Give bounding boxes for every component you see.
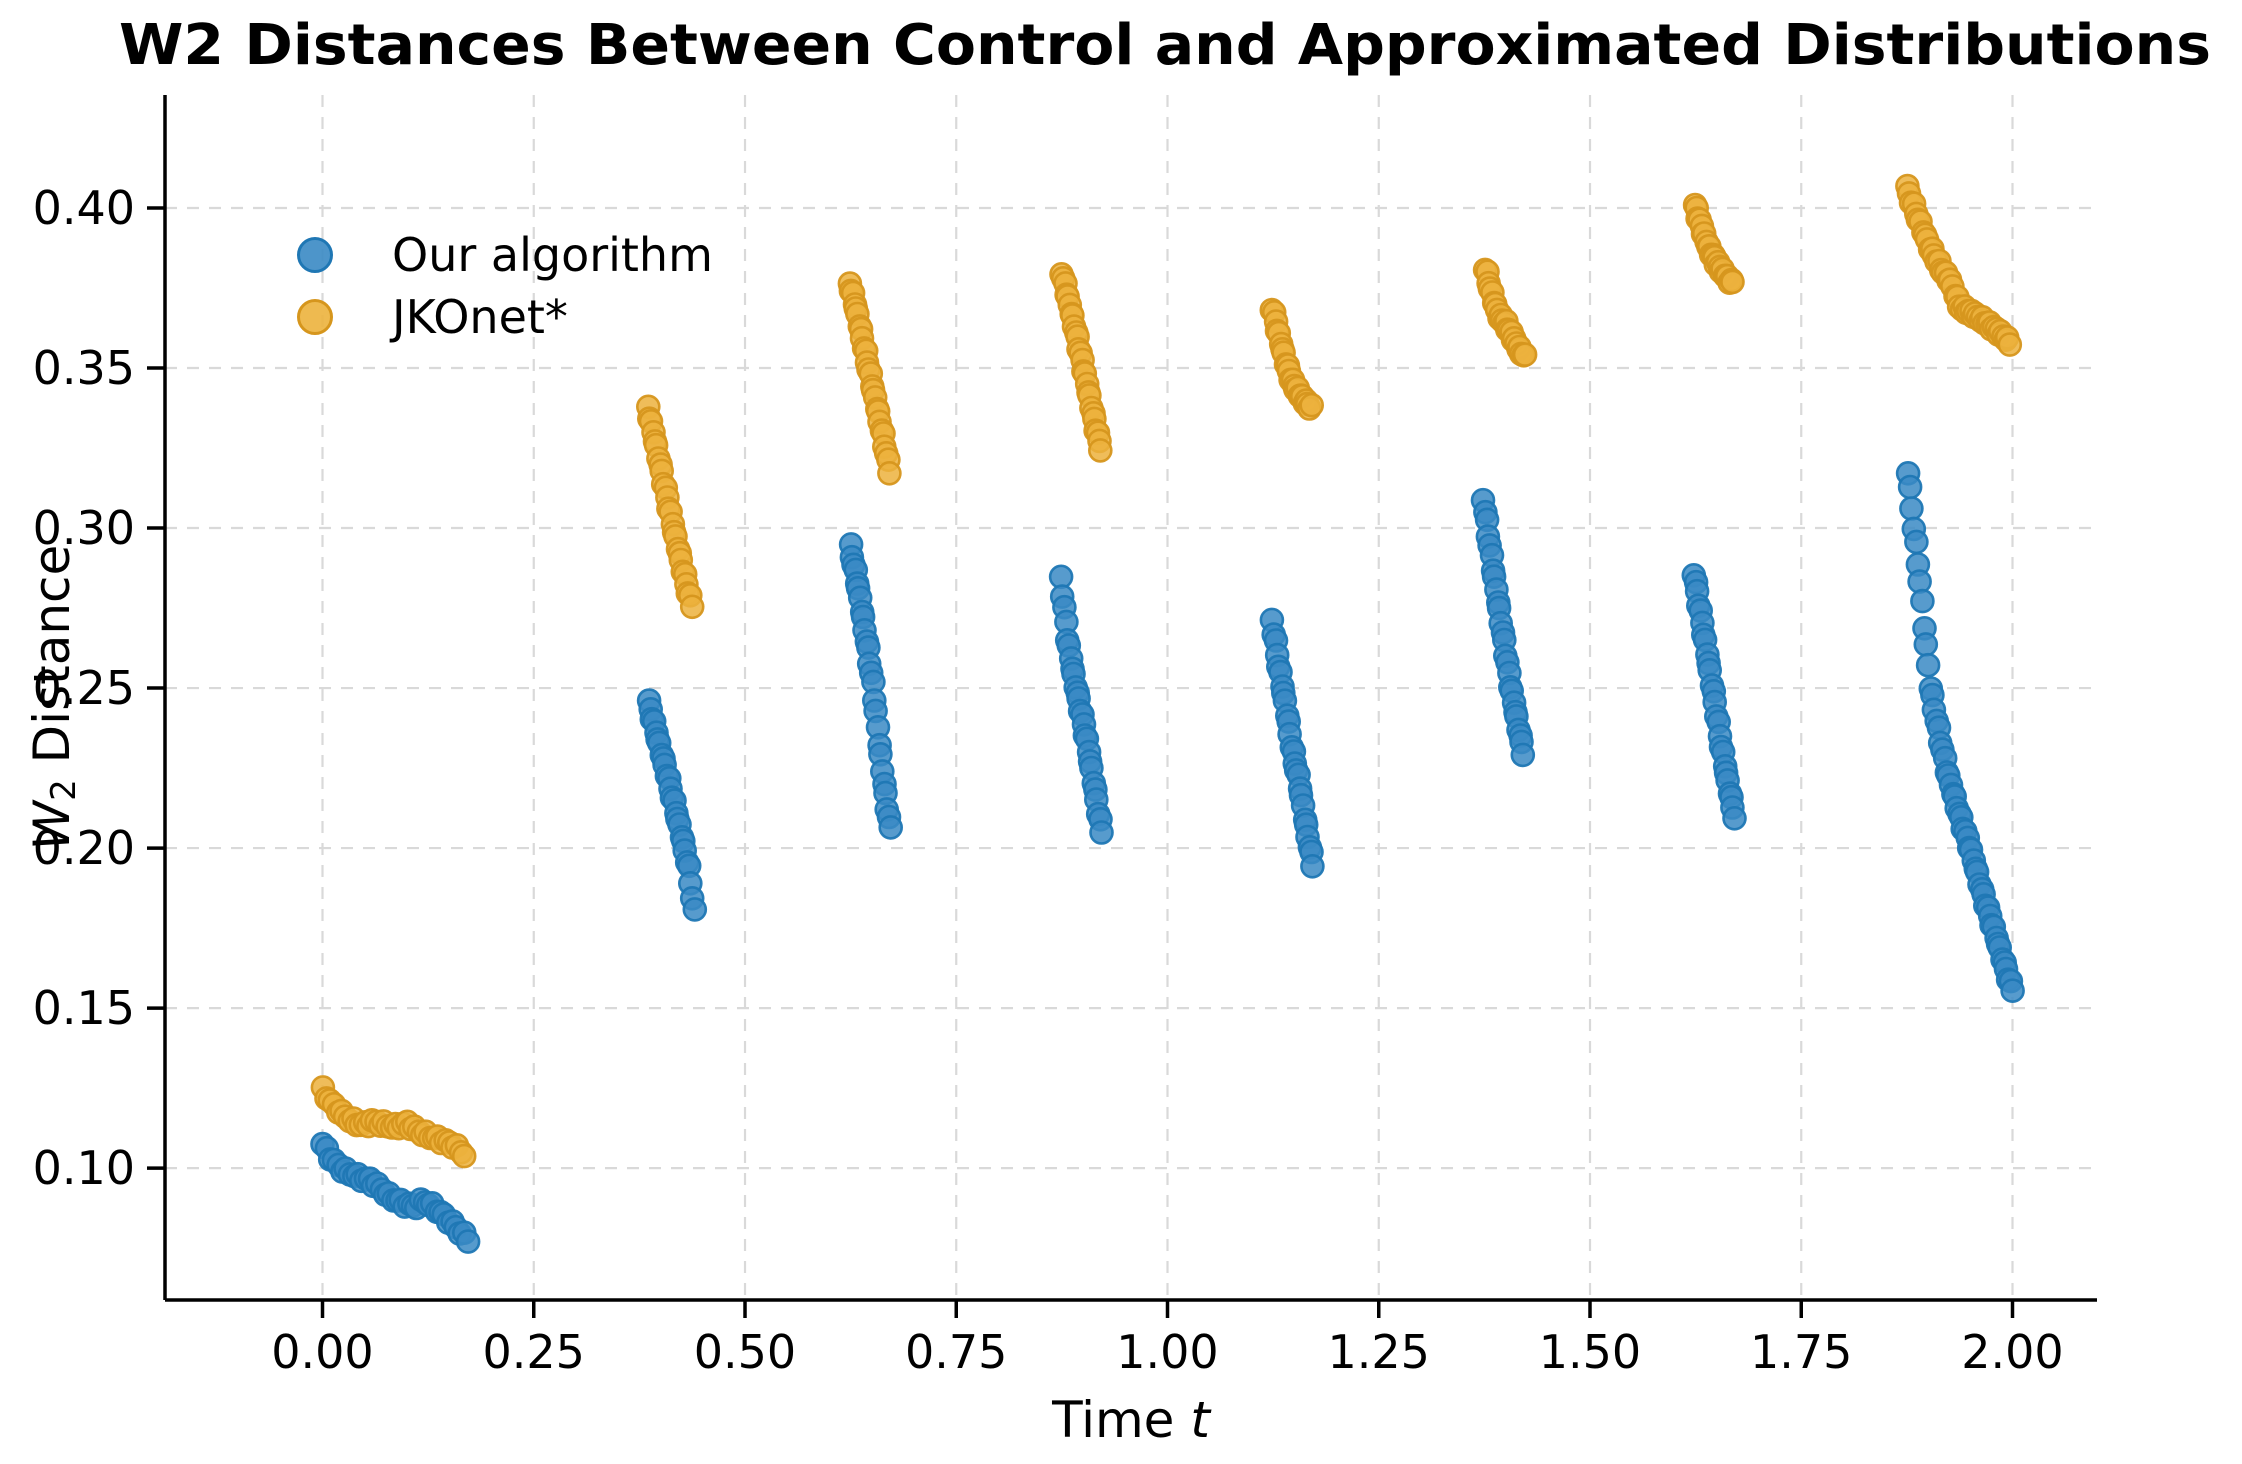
legend-label: JKOnet* [389, 290, 568, 344]
data-series [310, 173, 2025, 1254]
data-point [1299, 392, 1324, 418]
data-point [1997, 332, 2023, 357]
data-point [1512, 342, 1538, 367]
data-point [455, 1229, 481, 1254]
data-point [1300, 853, 1325, 879]
x-axis-label-text: Time t [1051, 1391, 1212, 1449]
x-tick-label: 0.00 [271, 1325, 373, 1379]
data-point [1722, 805, 1747, 831]
data-point [2000, 978, 2025, 1004]
x-tick-label: 0.50 [694, 1325, 796, 1379]
legend: Our algorithm JKOnet* [297, 228, 713, 344]
legend-item-our-algorithm: Our algorithm [297, 228, 713, 282]
data-point [1915, 652, 1941, 678]
data-point [1913, 632, 1939, 657]
y-axis-label-text: W2 Distance [23, 545, 84, 851]
axes: 0.00 0.25 0.50 0.75 1.00 1.25 1.50 1.75 2.00 0.10… [33, 95, 2097, 1379]
data-point [1899, 496, 1924, 521]
data-point [679, 594, 705, 620]
data-point [1897, 474, 1923, 500]
y-tick-label: 0.20 [33, 821, 135, 875]
x-tick-label: 1.00 [1116, 1325, 1218, 1379]
x-tick-label: 0.25 [483, 1325, 585, 1379]
y-tick-label: 0.25 [33, 661, 135, 715]
series-jkonet [310, 173, 2023, 1169]
y-tick-label: 0.30 [33, 501, 135, 555]
data-point [877, 460, 902, 486]
chart-title: W2 Distances Between Control and Approxi… [119, 13, 2211, 78]
y-tick-label: 0.40 [33, 181, 135, 235]
legend-item-jkonet: JKOnet* [297, 290, 568, 344]
data-point [1088, 438, 1113, 463]
legend-marker [297, 237, 333, 273]
data-point [1720, 269, 1745, 295]
x-tick-label: 2.00 [1961, 1325, 2063, 1379]
x-tick-label: 1.25 [1328, 1325, 1430, 1379]
legend-marker [297, 299, 333, 335]
x-tick-label: 1.75 [1750, 1325, 1852, 1379]
x-tick-label: 0.75 [905, 1325, 1007, 1379]
data-point [1904, 529, 1929, 555]
y-tick-label: 0.35 [33, 341, 135, 395]
y-axis-label: W2 Distance [23, 545, 84, 851]
x-tick-label: 1.50 [1539, 1325, 1641, 1379]
x-axis-label: Time t [1051, 1391, 1212, 1449]
data-point [878, 815, 904, 840]
data-point [1910, 588, 1935, 614]
data-point [1089, 820, 1114, 845]
series-our-algorithm [310, 460, 2025, 1254]
data-point [682, 897, 708, 922]
gridlines [165, 95, 2097, 1300]
y-tick-label: 0.10 [33, 1141, 135, 1195]
data-point [451, 1143, 477, 1169]
data-point [1510, 742, 1536, 768]
legend-label: Our algorithm [392, 228, 713, 282]
y-tick-label: 0.15 [33, 981, 135, 1035]
